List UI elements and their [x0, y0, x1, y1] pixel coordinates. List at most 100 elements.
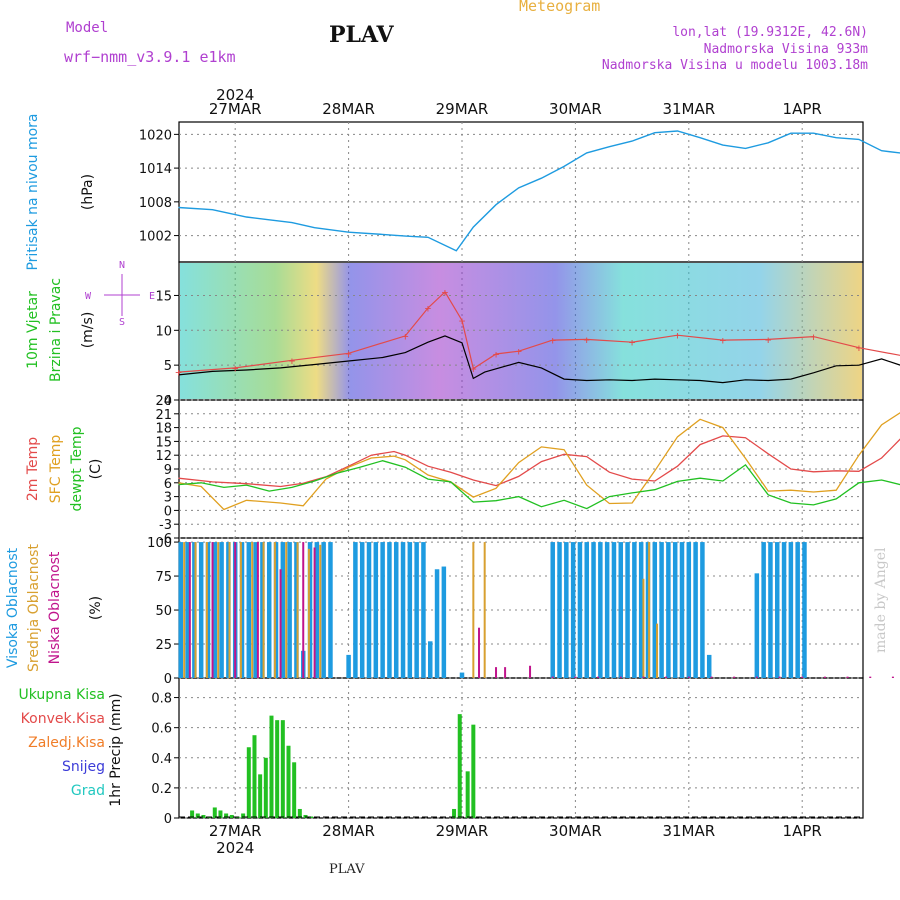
model-name: wrf−nmm_v3.9.1 e1km — [64, 48, 236, 66]
cloud-bar-0 — [659, 542, 664, 678]
precip-bar — [263, 757, 268, 818]
cloud-bar-1 — [648, 542, 651, 678]
bottom-day-label: 30MAR — [549, 822, 602, 840]
cloud-bar-2 — [211, 542, 214, 678]
panel-frame-pressure — [178, 121, 864, 263]
grid — [234, 122, 803, 818]
cloud-bar-0 — [198, 542, 204, 678]
ytick-label: 0.6 — [151, 722, 172, 737]
elevation-label: Nadmorska Visina 933m — [703, 42, 868, 57]
ytick-label: 0 — [164, 672, 172, 687]
gust-marker: + — [856, 342, 863, 355]
cloud-bar-0 — [788, 542, 794, 678]
cloud-bar-2 — [801, 676, 804, 678]
cloud-bar-2 — [234, 542, 237, 678]
temp-2m-axis-title: 2m Temp — [25, 437, 41, 501]
cloud-bar-2 — [823, 676, 826, 678]
station-title: PLAV — [329, 22, 394, 48]
cloud-bar-0 — [577, 542, 583, 678]
cloud-bar-1 — [273, 542, 276, 678]
ytick-label: 15 — [155, 435, 172, 450]
precip-bar — [457, 714, 462, 818]
top-day-label: 31MAR — [662, 100, 715, 118]
coords-label: lon,lat (19.9312E, 42.6N) — [672, 25, 868, 40]
cloud-bar-0 — [380, 542, 385, 678]
precip-legend-item: Grad — [71, 783, 105, 799]
precip-bar — [241, 813, 246, 818]
precip-bar — [309, 816, 314, 818]
cloud-bar-0 — [253, 542, 258, 678]
cloud-bar-0 — [666, 542, 671, 678]
cloud-bar-0 — [761, 542, 766, 678]
ytick-label: 1002 — [139, 230, 172, 245]
cloud-bar-0 — [754, 573, 760, 678]
precip-bar — [252, 735, 257, 818]
cloud-bar-1 — [205, 542, 208, 678]
cloud-bar-2 — [302, 542, 305, 678]
precip-bar — [229, 814, 234, 818]
cloud-bar-0 — [645, 542, 651, 678]
cloud-bar-0 — [564, 542, 569, 678]
compass-e: E — [149, 291, 155, 302]
gust-marker: + — [402, 330, 409, 343]
temp-dew-axis-title: dewpt Temp — [69, 426, 85, 511]
bottom-day-label: 1APR — [783, 822, 822, 840]
cloud-bar-1 — [194, 542, 197, 678]
cloud-bar-2 — [551, 676, 554, 678]
precip-legend-item: Ukupna Kisa — [18, 687, 105, 703]
cloud-bar-2 — [778, 676, 781, 678]
cloud-bar-0 — [280, 542, 286, 678]
wind-barb-field — [180, 263, 862, 399]
cloud-bar-0 — [205, 542, 211, 678]
precip-bar — [465, 771, 470, 818]
ytick-label: 10 — [155, 324, 172, 339]
cloud-bar-0 — [638, 542, 644, 678]
ytick-label: 1008 — [139, 196, 172, 211]
gust-marker: + — [674, 329, 681, 342]
top-day-label: 30MAR — [549, 100, 602, 118]
precip-bar — [246, 747, 251, 818]
gust-marker: + — [425, 302, 432, 315]
cloud-bar-0 — [393, 542, 399, 678]
cloud-bar-1 — [472, 542, 475, 678]
pressure-axis-title: Pritisak na nivou mora — [25, 113, 41, 270]
cloud-unit-label: (%) — [88, 596, 104, 620]
precip-bar — [195, 813, 200, 818]
gust-marker: + — [459, 315, 466, 328]
cloud-bar-2 — [846, 676, 849, 678]
cloud-bar-0 — [273, 542, 279, 678]
gust-marker: + — [583, 333, 590, 346]
gust-marker: + — [810, 331, 817, 344]
temp-line-1 — [178, 412, 900, 511]
precip-bar — [280, 720, 285, 818]
cloud-bar-0 — [570, 542, 576, 678]
cloud-bar-0 — [246, 542, 252, 678]
cloud-bar-2 — [642, 676, 645, 678]
cloud-bar-1 — [251, 542, 254, 678]
precip-bar — [297, 808, 302, 818]
cloud-bar-0 — [618, 542, 624, 678]
cloud-bar-0 — [321, 542, 326, 678]
cloud-bar-0 — [584, 542, 589, 678]
ytick-label: 6 — [164, 477, 172, 492]
cloud-bar-1 — [642, 578, 645, 678]
wind-axis-title-1: 10m Vjetar — [25, 291, 41, 369]
cloud-bar-2 — [188, 542, 191, 678]
gust-marker: + — [232, 362, 239, 375]
cloud-bar-0 — [768, 542, 773, 678]
footer-station: PLAV — [329, 862, 365, 877]
cloud-bar-0 — [387, 542, 392, 678]
precip-bar — [212, 807, 217, 818]
cloud-bar-0 — [414, 542, 419, 678]
precip-bar — [218, 810, 223, 818]
ytick-label: 100 — [147, 536, 172, 551]
cloud-bar-2 — [279, 569, 282, 678]
cloud-bar-0 — [802, 542, 807, 678]
cloud-bar-0 — [652, 542, 658, 678]
cloud-bar-0 — [219, 542, 224, 678]
ytick-label: 0 — [164, 812, 172, 827]
precip-bar — [452, 808, 457, 818]
cloud-bar-1 — [656, 623, 659, 678]
ytick-label: 0.4 — [151, 752, 172, 767]
